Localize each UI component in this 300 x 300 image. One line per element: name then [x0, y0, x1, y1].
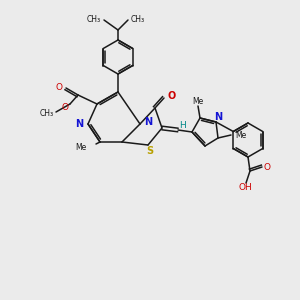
- Text: O: O: [263, 163, 271, 172]
- Text: S: S: [146, 146, 154, 156]
- Text: Me: Me: [235, 130, 246, 140]
- Text: O: O: [55, 82, 62, 91]
- Text: N: N: [144, 117, 152, 127]
- Text: H: H: [180, 121, 186, 130]
- Text: CH₃: CH₃: [87, 14, 101, 23]
- Text: Me: Me: [192, 97, 204, 106]
- Text: N: N: [75, 119, 83, 129]
- Text: O: O: [61, 103, 68, 112]
- Text: CH₃: CH₃: [40, 109, 54, 118]
- Text: OH: OH: [238, 184, 252, 193]
- Text: CH₃: CH₃: [131, 14, 145, 23]
- Text: Me: Me: [75, 142, 86, 152]
- Text: N: N: [214, 112, 222, 122]
- Text: O: O: [168, 91, 176, 101]
